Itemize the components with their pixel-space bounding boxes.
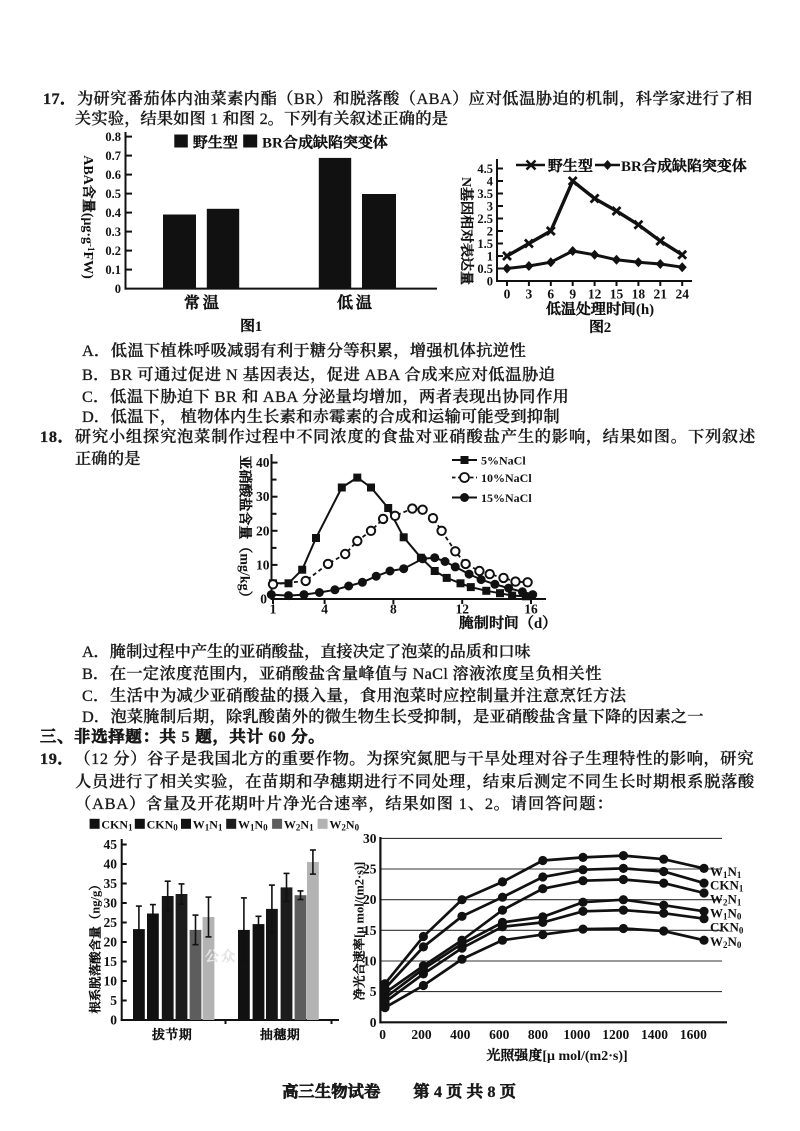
svg-text:野生型: 野生型 bbox=[192, 134, 239, 152]
svg-text:4: 4 bbox=[321, 602, 328, 617]
svg-text:800: 800 bbox=[528, 1027, 549, 1042]
svg-text:腌制时间（d）: 腌制时间（d） bbox=[459, 614, 557, 632]
svg-text:6: 6 bbox=[547, 287, 554, 302]
svg-text:0: 0 bbox=[115, 282, 121, 296]
svg-text:3: 3 bbox=[526, 287, 533, 302]
svg-text:BR合成缺陷突变体: BR合成缺陷突变体 bbox=[621, 157, 747, 175]
svg-text:20: 20 bbox=[256, 523, 270, 538]
svg-text:W1N0: W1N0 bbox=[238, 817, 268, 832]
svg-text:25: 25 bbox=[363, 862, 377, 877]
svg-text:CKN1: CKN1 bbox=[710, 878, 744, 894]
svg-text:光照强度[μ mol/(m2·s)]: 光照强度[μ mol/(m2·s)] bbox=[486, 1047, 627, 1064]
svg-text:W1N1: W1N1 bbox=[193, 817, 223, 832]
svg-text:3.5: 3.5 bbox=[477, 187, 493, 201]
svg-text:图2: 图2 bbox=[589, 319, 612, 336]
svg-text:2: 2 bbox=[487, 225, 493, 239]
svg-text:1.5: 1.5 bbox=[477, 237, 493, 251]
svg-text:18: 18 bbox=[632, 287, 646, 302]
svg-text:4: 4 bbox=[487, 175, 494, 189]
svg-text:10: 10 bbox=[363, 954, 377, 969]
svg-text:亚硝酸盐含量（mg/kg）: 亚硝酸盐含量（mg/kg） bbox=[237, 455, 254, 604]
svg-text:1: 1 bbox=[487, 250, 493, 264]
svg-text:根系脱落酸含量（ng/g）: 根系脱落酸含量（ng/g） bbox=[88, 878, 103, 1014]
svg-text:常温: 常温 bbox=[184, 294, 222, 312]
svg-text:0.6: 0.6 bbox=[105, 168, 121, 182]
svg-text:0.1: 0.1 bbox=[105, 263, 121, 277]
svg-text:W2N1: W2N1 bbox=[710, 892, 742, 908]
svg-text:25: 25 bbox=[104, 915, 118, 930]
svg-text:3: 3 bbox=[487, 200, 493, 214]
svg-text:0: 0 bbox=[110, 1013, 117, 1028]
svg-text:15: 15 bbox=[363, 923, 377, 938]
svg-text:30: 30 bbox=[363, 831, 377, 846]
svg-text:BR合成缺陷突变体: BR合成缺陷突变体 bbox=[262, 134, 388, 152]
svg-text:400: 400 bbox=[450, 1027, 471, 1042]
svg-text:21: 21 bbox=[654, 287, 668, 302]
svg-text:15%NaCl: 15%NaCl bbox=[481, 491, 532, 505]
svg-text:0.5: 0.5 bbox=[477, 262, 493, 276]
svg-text:40: 40 bbox=[256, 455, 270, 470]
svg-text:W2N0: W2N0 bbox=[710, 934, 742, 950]
svg-text:拔节期: 拔节期 bbox=[151, 1027, 193, 1042]
svg-text:0.7: 0.7 bbox=[105, 149, 121, 163]
svg-text:10: 10 bbox=[104, 974, 118, 989]
svg-text:35: 35 bbox=[104, 876, 118, 891]
svg-text:10%NaCl: 10%NaCl bbox=[481, 471, 532, 485]
svg-text:16: 16 bbox=[524, 602, 538, 617]
svg-text:ABA含量(μg·g-1FW): ABA含量(μg·g-1FW) bbox=[80, 155, 96, 279]
svg-text:5%NaCl: 5%NaCl bbox=[481, 454, 526, 468]
svg-text:0: 0 bbox=[487, 275, 493, 289]
svg-text:低温: 低温 bbox=[337, 293, 375, 312]
svg-text:0.2: 0.2 bbox=[105, 244, 121, 258]
svg-text:公众: 公众 bbox=[204, 948, 237, 965]
svg-text:W2N1: W2N1 bbox=[284, 817, 314, 832]
svg-text:净光合速率[μ mol/(m2·s)]: 净光合速率[μ mol/(m2·s)] bbox=[353, 862, 367, 1002]
svg-text:野生型: 野生型 bbox=[547, 157, 594, 175]
svg-text:1600: 1600 bbox=[680, 1027, 707, 1042]
svg-text:0.4: 0.4 bbox=[105, 206, 121, 220]
svg-text:0: 0 bbox=[260, 592, 267, 607]
svg-text:600: 600 bbox=[489, 1027, 510, 1042]
svg-text:12: 12 bbox=[588, 287, 602, 302]
svg-text:1200: 1200 bbox=[602, 1027, 629, 1042]
svg-text:低温处理时间(h): 低温处理时间(h) bbox=[546, 300, 654, 318]
svg-text:24: 24 bbox=[675, 287, 689, 302]
svg-text:0: 0 bbox=[379, 1027, 386, 1042]
svg-text:W1N0: W1N0 bbox=[710, 906, 742, 922]
svg-text:40: 40 bbox=[104, 857, 118, 872]
svg-text:CKN0: CKN0 bbox=[147, 817, 179, 832]
svg-text:10: 10 bbox=[256, 557, 270, 572]
svg-text:抽穗期: 抽穗期 bbox=[259, 1027, 301, 1042]
svg-text:0: 0 bbox=[504, 287, 511, 302]
svg-text:1000: 1000 bbox=[563, 1027, 590, 1042]
svg-text:CKN0: CKN0 bbox=[710, 920, 744, 936]
svg-text:4.5: 4.5 bbox=[477, 162, 493, 176]
svg-text:2.5: 2.5 bbox=[477, 212, 493, 226]
svg-text:20: 20 bbox=[363, 892, 377, 907]
svg-text:5: 5 bbox=[110, 993, 117, 1008]
svg-text:0.8: 0.8 bbox=[105, 130, 121, 144]
svg-text:W2N0: W2N0 bbox=[329, 817, 359, 832]
svg-text:200: 200 bbox=[411, 1027, 432, 1042]
svg-text:30: 30 bbox=[104, 896, 118, 911]
svg-text:1400: 1400 bbox=[641, 1027, 668, 1042]
svg-text:9: 9 bbox=[569, 287, 576, 302]
svg-text:45: 45 bbox=[104, 837, 118, 852]
svg-text:8: 8 bbox=[390, 602, 397, 617]
svg-text:CKN1: CKN1 bbox=[101, 817, 133, 832]
svg-text:12: 12 bbox=[455, 602, 469, 617]
svg-text:0.3: 0.3 bbox=[105, 225, 121, 239]
svg-text:5: 5 bbox=[370, 984, 377, 999]
svg-text:1: 1 bbox=[270, 602, 277, 617]
svg-text:0.5: 0.5 bbox=[105, 187, 121, 201]
svg-text:0: 0 bbox=[370, 1015, 377, 1030]
svg-text:15: 15 bbox=[610, 287, 624, 302]
svg-text:20: 20 bbox=[104, 935, 118, 950]
svg-text:30: 30 bbox=[256, 489, 270, 504]
svg-text:N基因相对表达量: N基因相对表达量 bbox=[458, 177, 475, 285]
svg-text:图1: 图1 bbox=[240, 318, 263, 335]
svg-text:15: 15 bbox=[104, 954, 118, 969]
svg-text:W1N1: W1N1 bbox=[710, 864, 742, 880]
